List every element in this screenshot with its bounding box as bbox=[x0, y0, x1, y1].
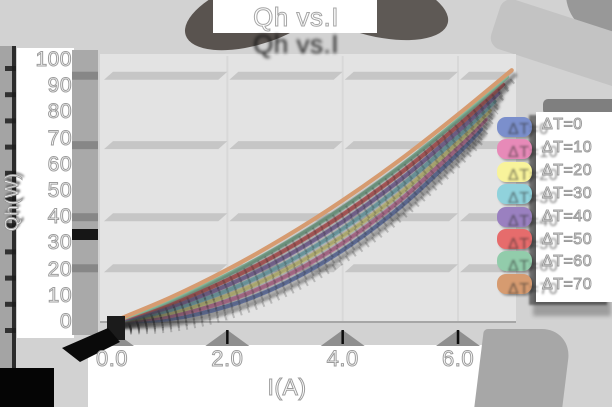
legend-item-label: ΔT=0 bbox=[542, 116, 583, 134]
legend-item-label: ΔT=70 bbox=[542, 276, 593, 294]
shadow-blob bbox=[543, 99, 612, 115]
legend-swatch bbox=[497, 273, 532, 294]
left-wall-edge bbox=[12, 46, 16, 370]
y-tick-label: 60 bbox=[47, 152, 72, 176]
y-tick-label: 30 bbox=[47, 231, 72, 255]
legend-item-label: ΔT=60 bbox=[542, 253, 593, 271]
y-tick-label: 100 bbox=[35, 48, 72, 71]
legend: ΔT=0 ΔT=10 ΔT=20 ΔT=30 ΔT=40 ΔT=50 ΔT=60 ΔT=70 bbox=[497, 112, 612, 304]
legend-swatch bbox=[497, 161, 532, 182]
legend-swatch bbox=[497, 229, 532, 249]
title-background-box bbox=[213, 0, 377, 33]
x-axis-label-box bbox=[88, 345, 484, 407]
legend-item-label: ΔT=50 bbox=[542, 230, 593, 248]
y-tick-label: 50 bbox=[47, 179, 72, 202]
y-tick-label: 10 bbox=[47, 283, 72, 307]
legend-item-label: ΔT=40 bbox=[542, 207, 593, 225]
y-tick-label: 0 bbox=[59, 310, 72, 333]
legend-swatch bbox=[497, 139, 532, 160]
x-tick-label: 0.0 bbox=[95, 346, 129, 371]
legend-item-label: ΔT=30 bbox=[542, 184, 593, 202]
y-tick-label: 20 bbox=[47, 257, 72, 281]
x-tick-label: 6.0 bbox=[441, 346, 475, 371]
chart-title: Qh vs.I bbox=[253, 2, 339, 33]
x-tick-label: 2.0 bbox=[211, 346, 244, 371]
x-axis-title: I(A) bbox=[267, 374, 307, 401]
left-wall-strip bbox=[0, 46, 12, 370]
legend-swatch bbox=[497, 184, 532, 205]
y-tick-label: 80 bbox=[47, 100, 72, 124]
y-tick-label: 70 bbox=[47, 126, 72, 150]
legend-swatch bbox=[497, 251, 532, 272]
shadow-blob bbox=[0, 368, 54, 407]
y-tick-label: 40 bbox=[47, 205, 72, 229]
legend-item-label: ΔT=10 bbox=[542, 138, 593, 156]
legend-swatch bbox=[497, 206, 532, 227]
x-tick-label: 4.0 bbox=[326, 346, 359, 371]
legend-swatch bbox=[497, 117, 532, 137]
legend-box bbox=[536, 112, 612, 302]
y-tick-label: 90 bbox=[47, 74, 72, 98]
y-axis-label-box bbox=[17, 48, 74, 338]
legend-item-label: ΔT=20 bbox=[542, 161, 593, 179]
